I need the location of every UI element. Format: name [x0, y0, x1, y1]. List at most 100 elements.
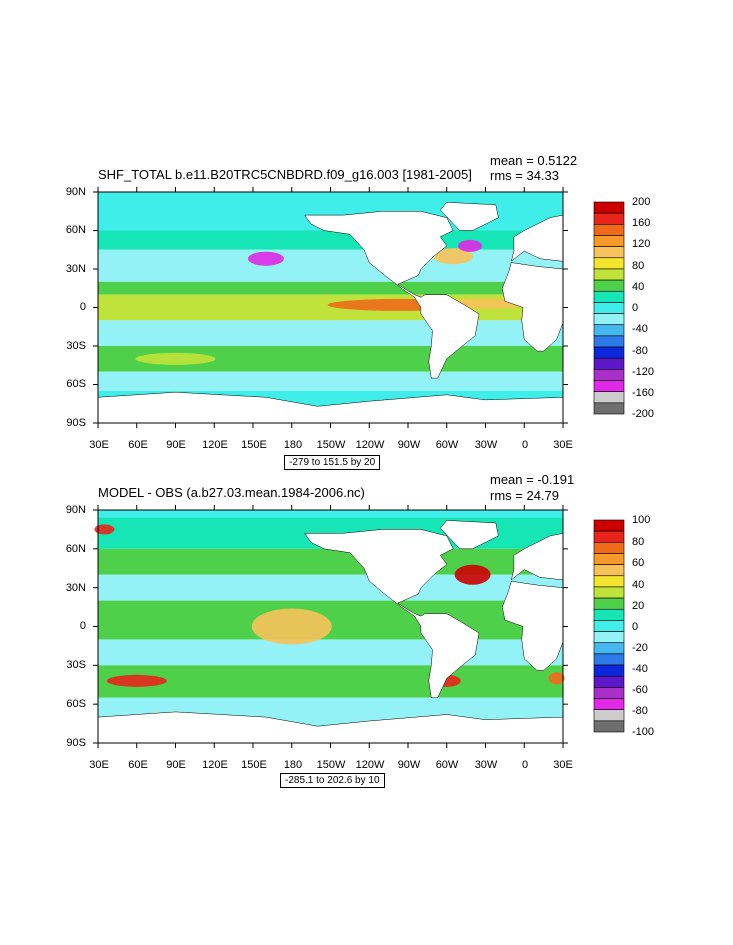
colorbar-swatch	[593, 620, 625, 632]
anomaly-patch	[454, 564, 491, 585]
colorbar-label: 80	[632, 536, 645, 548]
colorbar-label: -100	[632, 726, 655, 738]
anomaly-patch	[247, 251, 284, 266]
ocean-band	[98, 230, 563, 250]
colorbar-label: -40	[632, 323, 648, 335]
ocean-band	[98, 281, 563, 295]
x-tick-label: 120W	[355, 759, 385, 771]
colorbar-swatch	[593, 653, 625, 666]
map-plot	[93, 505, 625, 748]
colorbar-swatch	[593, 357, 625, 370]
x-tick-label: 30E	[553, 439, 573, 451]
colorbar-swatch	[593, 698, 625, 710]
colorbar-label: -80	[632, 345, 648, 357]
x-tick-label: 180	[283, 759, 303, 771]
colorbar-swatch	[593, 257, 625, 270]
map-plot	[93, 187, 625, 428]
colorbar-label: 40	[632, 281, 645, 293]
colorbar-swatch	[593, 720, 625, 733]
ocean-band	[98, 600, 563, 640]
x-tick-label: 90W	[397, 759, 421, 771]
colorbar-label: -40	[632, 663, 648, 675]
colorbar-swatch	[593, 709, 625, 722]
colorbar-swatch	[593, 324, 625, 337]
colorbar	[593, 201, 625, 415]
colorbar-swatch	[593, 402, 625, 415]
colorbar-swatch	[593, 391, 625, 404]
colorbar-label: -120	[632, 366, 655, 378]
x-tick-label: 90W	[397, 439, 421, 451]
x-tick-label: 120W	[355, 439, 385, 451]
rms-label: rms = 24.79	[490, 488, 560, 503]
land-mask	[97, 192, 564, 424]
ocean-band	[98, 665, 563, 698]
continent-greenland	[439, 520, 499, 550]
y-tick-label: 0	[79, 301, 86, 313]
contour-info-box: -285.1 to 202.6 by 10	[280, 773, 385, 788]
y-tick-label: 90S	[66, 737, 86, 749]
colorbar-swatch	[593, 302, 625, 314]
rms-label: rms = 34.33	[490, 168, 560, 183]
y-tick-label: 60N	[65, 543, 86, 555]
colorbar-swatch	[593, 380, 625, 392]
contour-info-box: -279 to 151.5 by 20	[284, 455, 381, 470]
x-tick-label: 0	[521, 759, 529, 771]
x-tick-label: 150E	[241, 439, 267, 451]
colorbar-swatch	[593, 201, 625, 214]
colorbar-label: -160	[632, 387, 655, 399]
x-tick-label: 30E	[89, 759, 109, 771]
colorbar-label: 100	[632, 514, 651, 526]
y-tick-label: 60N	[65, 224, 86, 236]
colorbar-swatch	[593, 519, 625, 532]
colorbar-swatch	[593, 224, 625, 236]
anomaly-patch	[94, 524, 115, 535]
mean-label: mean = 0.5122	[490, 153, 578, 168]
colorbar-swatch	[593, 586, 625, 599]
ocean-band	[98, 371, 563, 391]
colorbar-swatch	[593, 597, 625, 610]
colorbar-label: 80	[632, 260, 645, 272]
arctic-band	[98, 192, 563, 200]
x-tick-label: 120E	[202, 759, 228, 771]
x-tick-label: 0	[521, 439, 529, 451]
colorbar-swatch	[593, 608, 625, 621]
ocean-band	[98, 249, 563, 282]
colorbar-swatch	[593, 335, 625, 348]
y-tick-label: 30S	[66, 340, 86, 352]
x-tick-label: 60W	[435, 759, 459, 771]
colorbar-label: -200	[632, 408, 655, 420]
colorbar-label: -80	[632, 705, 648, 717]
colorbar-label: 160	[632, 217, 651, 229]
anomaly-patch	[106, 674, 167, 687]
y-tick-label: 30N	[65, 582, 86, 594]
colorbar-swatch	[593, 687, 625, 699]
anomaly-patch	[548, 672, 565, 685]
y-tick-label: 60S	[66, 378, 86, 390]
continent-americas	[304, 529, 480, 698]
colorbar-swatch	[593, 290, 625, 303]
x-tick-label: 150W	[316, 439, 346, 451]
y-tick-label: 90N	[65, 186, 86, 198]
x-tick-label: 30W	[474, 759, 498, 771]
colorbar-label: -20	[632, 642, 648, 654]
continent-americas	[304, 211, 480, 379]
x-tick-label: 60E	[128, 759, 148, 771]
x-tick-label: 30E	[553, 759, 573, 771]
colorbar-swatch	[593, 564, 625, 577]
x-tick-label: 90E	[166, 759, 186, 771]
colorbar-swatch	[593, 212, 625, 225]
colorbar	[593, 519, 625, 733]
ocean-band	[98, 574, 563, 601]
anomaly-patch	[135, 352, 216, 365]
continent-greenland	[439, 202, 499, 231]
colorbar-label: 120	[632, 238, 651, 250]
ocean-band	[98, 639, 563, 666]
colorbar-swatch	[593, 268, 625, 281]
mean-label: mean = -0.191	[490, 472, 575, 487]
colorbar-swatch	[593, 631, 625, 644]
arctic-band	[98, 510, 563, 518]
x-tick-label: 150E	[241, 759, 267, 771]
axis-ticks	[93, 505, 568, 748]
land-mask	[97, 510, 564, 744]
colorbar-swatch	[593, 369, 625, 381]
